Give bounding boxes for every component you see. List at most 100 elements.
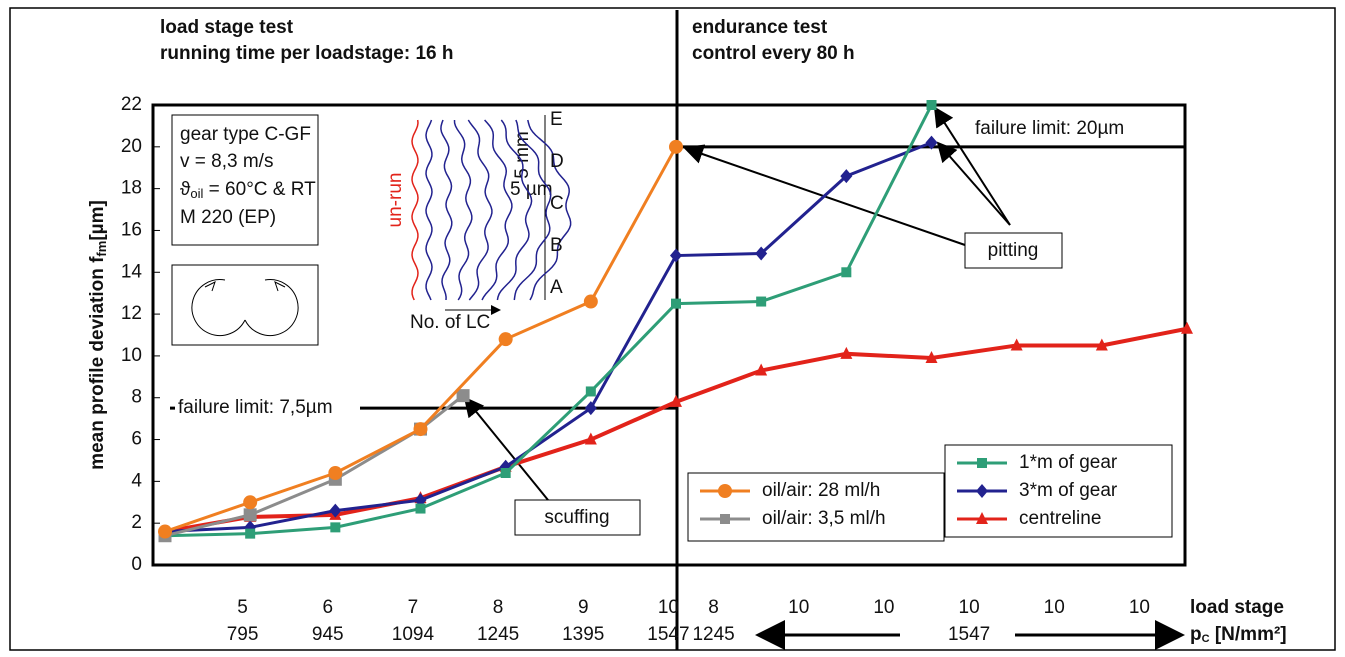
marker xyxy=(669,139,683,154)
inset-level: A xyxy=(550,277,563,298)
marker xyxy=(925,135,938,150)
inset-level: B xyxy=(550,235,563,256)
info: ϑoil = 60°C & RT xyxy=(180,179,316,201)
pressure-label: 1395 xyxy=(562,624,604,645)
arrow xyxy=(936,141,1011,226)
label-bg xyxy=(175,396,360,421)
header: running time per loadstage: 16 h xyxy=(160,43,454,64)
row-name-p: p xyxy=(1190,624,1202,645)
marker xyxy=(755,246,768,261)
inset-level: E xyxy=(550,109,563,130)
legend-label: 3*m of gear xyxy=(1019,480,1118,501)
marker xyxy=(585,386,596,397)
legend-label: oil/air: 28 ml/h xyxy=(762,480,880,501)
inset-trace xyxy=(513,119,552,301)
marker xyxy=(498,332,513,347)
arrow xyxy=(463,396,549,501)
plot-area xyxy=(151,103,1187,567)
inset-level: D xyxy=(550,151,564,172)
annotation-box xyxy=(514,499,641,536)
marker xyxy=(841,267,852,278)
marker xyxy=(329,503,342,518)
header: endurance test xyxy=(692,17,828,38)
y-tick-label: 4 xyxy=(131,470,142,491)
legend-label: 1*m of gear xyxy=(1019,452,1118,473)
pressure-label: 1547 xyxy=(647,624,689,645)
marker xyxy=(720,514,730,524)
pressure-label: 1245 xyxy=(692,624,734,645)
marker xyxy=(243,508,257,522)
marker xyxy=(330,522,341,533)
y-tick-label: 10 xyxy=(121,345,142,366)
stage-label: 8 xyxy=(493,597,504,618)
marker xyxy=(840,169,853,184)
pressure-label: 1245 xyxy=(477,624,519,645)
marker xyxy=(1181,321,1193,334)
marker xyxy=(413,422,428,437)
info-rest: = 60°C & RT xyxy=(203,179,316,200)
pressure-label: 1094 xyxy=(392,624,435,645)
marker xyxy=(243,495,258,510)
y-label-text: mean profile deviation xyxy=(87,268,108,470)
header: control every 80 h xyxy=(692,43,855,64)
y-tick-label: 18 xyxy=(121,178,142,199)
gear-arrows xyxy=(204,281,286,292)
legend-label: oil/air: 3,5 ml/h xyxy=(762,508,886,529)
marker xyxy=(245,528,256,539)
y-label: mean profile deviation ffm[µm] xyxy=(87,200,109,470)
info: v = 8,3 m/s xyxy=(180,151,273,172)
stage-label: 5 xyxy=(237,597,248,618)
arrow xyxy=(933,106,1011,226)
y-label-unit: [µm] xyxy=(87,200,108,241)
info: M 220 (EP) xyxy=(180,207,276,228)
y-label-sub: fm xyxy=(94,241,109,257)
pressure-label: 1547 xyxy=(948,624,990,645)
gear-box xyxy=(171,264,319,346)
marker xyxy=(328,466,343,480)
marker xyxy=(925,351,938,363)
inset-level: C xyxy=(550,193,564,214)
marker xyxy=(977,458,987,468)
inset-text: un-run xyxy=(385,173,406,228)
info-box xyxy=(171,114,319,246)
marker xyxy=(670,248,682,263)
series-line xyxy=(164,104,933,538)
row-name: load stage xyxy=(1190,597,1284,618)
marker xyxy=(756,296,767,307)
stage-label: 10 xyxy=(788,597,809,618)
header: load stage test xyxy=(160,17,294,38)
legend-label: centreline xyxy=(1019,508,1101,529)
legend-box xyxy=(687,472,945,542)
marker xyxy=(1010,338,1023,351)
marker xyxy=(926,100,937,110)
y-tick-label: 20 xyxy=(121,136,142,157)
stage-label: 7 xyxy=(408,597,419,618)
y-tick-label: 0 xyxy=(131,554,142,575)
marker xyxy=(718,484,732,498)
marker xyxy=(415,503,426,514)
y-tick-label: 2 xyxy=(131,512,142,533)
y-tick-label: 12 xyxy=(121,303,142,324)
inset-trace xyxy=(467,119,493,301)
inset-trace xyxy=(425,119,433,301)
stage-label: 9 xyxy=(578,597,589,618)
row-name-sub: C xyxy=(1202,633,1210,645)
marker xyxy=(670,394,682,407)
marker xyxy=(1095,338,1108,351)
marker xyxy=(976,484,988,498)
series-line xyxy=(164,141,933,534)
frame xyxy=(9,7,1336,651)
pressure-label: 945 xyxy=(312,624,344,645)
annotation-box xyxy=(964,232,1063,269)
stage-label: 10 xyxy=(1044,597,1065,618)
inset-text: No. of LC xyxy=(410,312,490,333)
y-tick-label: 6 xyxy=(131,429,142,450)
inset-trace xyxy=(496,119,533,301)
inset-trace xyxy=(527,119,572,301)
marker xyxy=(584,432,597,445)
inset-trace xyxy=(440,119,453,301)
label-bg xyxy=(972,116,1182,141)
stage-label: 6 xyxy=(322,597,333,618)
